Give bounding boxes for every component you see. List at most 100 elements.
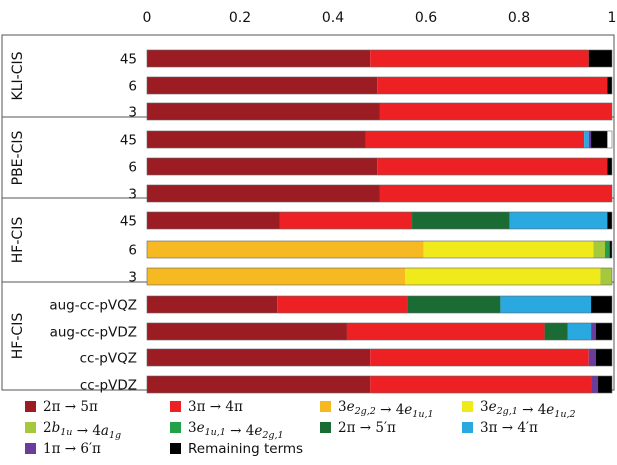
- bar-segment: [147, 158, 378, 175]
- bar-outline: [146, 240, 613, 259]
- row-label: aug-cc-pVQZ: [49, 298, 137, 314]
- legend-swatch: [25, 401, 36, 412]
- bar-outline: [146, 102, 613, 121]
- bar-segment: [379, 185, 612, 202]
- bar-outline: [146, 130, 613, 149]
- bar-segment: [591, 323, 596, 340]
- bar-segment: [584, 131, 589, 148]
- x-tick-label: 0.8: [508, 10, 530, 26]
- bar-outline: [146, 157, 613, 176]
- bar-segment: [600, 268, 613, 285]
- bar-segment: [591, 296, 612, 313]
- bar-segment: [370, 376, 592, 393]
- bar-segment: [370, 50, 589, 67]
- legend-label: 3π → 4π: [188, 399, 243, 415]
- bar-segment: [147, 77, 378, 94]
- bar-segment: [607, 77, 612, 94]
- row-label: 45: [120, 52, 137, 68]
- bar-outline: [146, 295, 613, 314]
- row-label: cc-pVQZ: [80, 351, 137, 367]
- group-label: HF-CIS: [10, 313, 26, 360]
- legend-label: 2π → 5π: [43, 399, 98, 415]
- legend-label: 2b1u → 4a1g: [43, 420, 121, 441]
- bar-outline: [146, 375, 613, 394]
- bar-segment: [544, 323, 568, 340]
- bar-segment: [605, 241, 610, 258]
- bar-segment: [377, 158, 608, 175]
- x-tick-label: 0.2: [229, 10, 251, 26]
- bar-segment: [147, 185, 380, 202]
- bar-segment: [346, 323, 545, 340]
- bar-segment: [147, 323, 347, 340]
- bar-segment: [147, 268, 406, 285]
- row-label: 6: [128, 79, 137, 95]
- row-label: 3: [128, 105, 137, 121]
- row-labels: 45 6 3 45 6 3 45 6 3 aug-cc-pVQZ aug-cc-pVDZ cc-pVQ…: [10, 51, 137, 393]
- bars: [146, 49, 613, 394]
- bar-segment: [377, 77, 608, 94]
- bar-segment: [412, 212, 510, 229]
- group-label: KLI-CIS: [10, 51, 26, 100]
- legend-label: 3e1u,1 → 4e2g,1: [188, 420, 284, 441]
- x-tick-label: 0.6: [415, 10, 437, 26]
- legend-swatch: [320, 422, 331, 433]
- legend-swatch: [170, 401, 181, 412]
- bar-segment: [370, 349, 589, 366]
- bar-outline: [146, 267, 613, 286]
- legend-label: 2π → 5′π: [338, 420, 396, 436]
- bar-outline: [146, 76, 613, 95]
- row-label: cc-pVDZ: [80, 378, 137, 394]
- bar-segment: [147, 103, 380, 120]
- x-axis: 0 0.2 0.4 0.6 0.8 1: [143, 10, 617, 26]
- bar-segment: [607, 158, 612, 175]
- bar-segment: [595, 323, 612, 340]
- group-label: PBE-CIS: [10, 131, 26, 186]
- bar-outline: [146, 348, 613, 367]
- bar-segment: [588, 349, 596, 366]
- bar-segment: [147, 241, 424, 258]
- bar-segment: [591, 376, 599, 393]
- bar-segment: [147, 296, 278, 313]
- x-tick-label: 0: [143, 10, 152, 26]
- bar-segment: [365, 131, 585, 148]
- legend-swatch: [462, 401, 473, 412]
- bar-outline: [146, 322, 613, 341]
- bar-segment: [509, 212, 608, 229]
- row-label: 3: [128, 187, 137, 203]
- legend-swatch: [25, 422, 36, 433]
- bar-segment: [279, 212, 413, 229]
- bar-segment: [609, 241, 612, 258]
- row-label: 6: [128, 160, 137, 176]
- bar-segment: [607, 212, 612, 229]
- bar-segment: [588, 131, 592, 148]
- bar-segment: [379, 103, 612, 120]
- row-label: aug-cc-pVDZ: [50, 325, 137, 341]
- legend-swatch: [170, 422, 181, 433]
- bar-segment: [593, 241, 606, 258]
- row-label: 45: [120, 133, 137, 149]
- legend: 2π → 5π 3π → 4π 3e2g,2 → 4e1u,1 3e2g,1 → 4e…: [25, 399, 576, 457]
- bar-segment: [500, 296, 592, 313]
- x-tick-label: 1: [608, 10, 617, 26]
- bar-segment: [147, 376, 371, 393]
- row-label: 6: [128, 243, 137, 259]
- bar-segment: [588, 50, 612, 67]
- legend-swatch: [462, 422, 473, 433]
- bar-outline: [146, 211, 613, 230]
- bar-segment: [405, 268, 601, 285]
- bar-segment: [147, 212, 280, 229]
- bar-segment: [147, 131, 366, 148]
- bar-segment: [595, 349, 612, 366]
- bar-segment: [591, 131, 608, 148]
- legend-swatch: [170, 443, 181, 454]
- bar-outline: [146, 184, 613, 203]
- row-label: 45: [120, 214, 137, 230]
- bar-segment: [277, 296, 408, 313]
- legend-label: 1π → 6′π: [43, 441, 101, 457]
- legend-label: 3e2g,1 → 4e1u,2: [480, 399, 576, 420]
- bar-outline: [146, 49, 613, 68]
- legend-swatch: [320, 401, 331, 412]
- legend-label: 3e2g,2 → 4e1u,1: [338, 399, 434, 420]
- legend-label: 3π → 4′π: [480, 420, 538, 436]
